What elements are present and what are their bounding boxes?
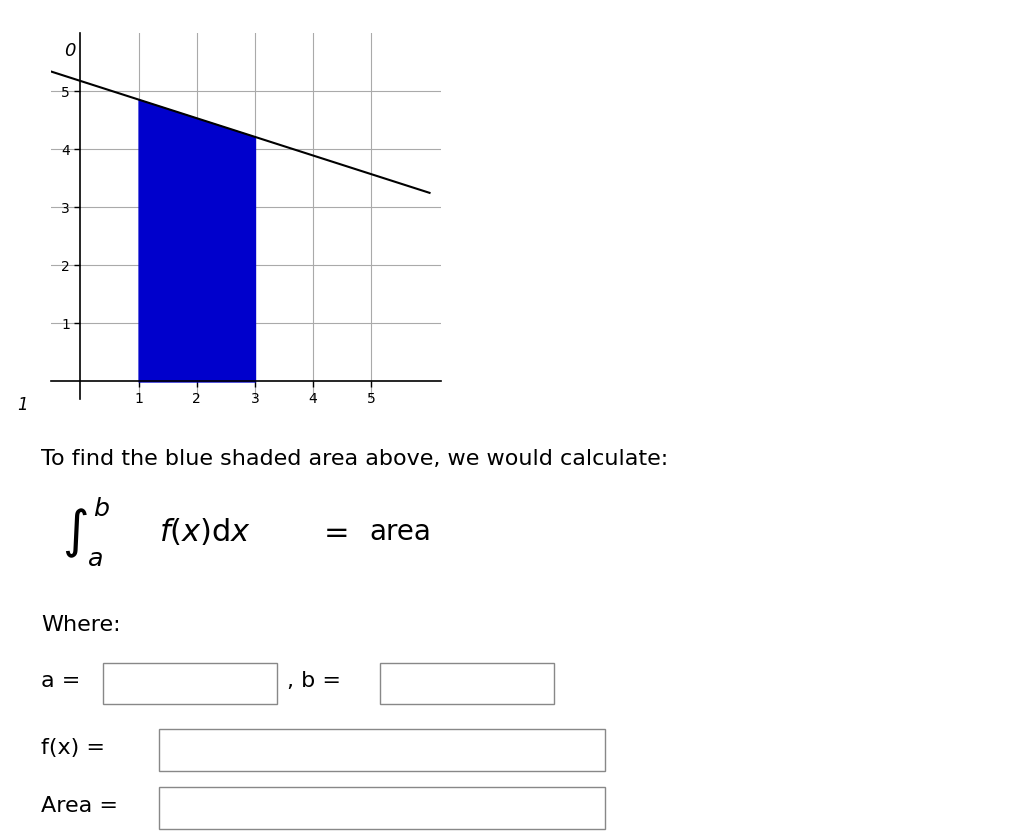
Text: a =: a = xyxy=(41,671,87,691)
Text: , b =: , b = xyxy=(287,671,349,691)
Text: f(x) =: f(x) = xyxy=(41,738,112,758)
FancyBboxPatch shape xyxy=(103,663,277,705)
Text: area: area xyxy=(369,518,431,546)
Text: 0: 0 xyxy=(65,42,76,60)
Text: 1: 1 xyxy=(16,396,28,414)
Text: $f(x)\mathrm{d}x$: $f(x)\mathrm{d}x$ xyxy=(159,516,251,548)
Text: $=$: $=$ xyxy=(318,518,349,546)
Text: $\int_{a}^{b}$: $\int_{a}^{b}$ xyxy=(62,495,110,568)
FancyBboxPatch shape xyxy=(159,788,605,829)
Text: To find the blue shaded area above, we would calculate:: To find the blue shaded area above, we w… xyxy=(41,449,668,469)
Text: Area =: Area = xyxy=(41,796,125,816)
FancyBboxPatch shape xyxy=(159,730,605,771)
Text: Where:: Where: xyxy=(41,615,121,635)
FancyBboxPatch shape xyxy=(380,663,554,705)
